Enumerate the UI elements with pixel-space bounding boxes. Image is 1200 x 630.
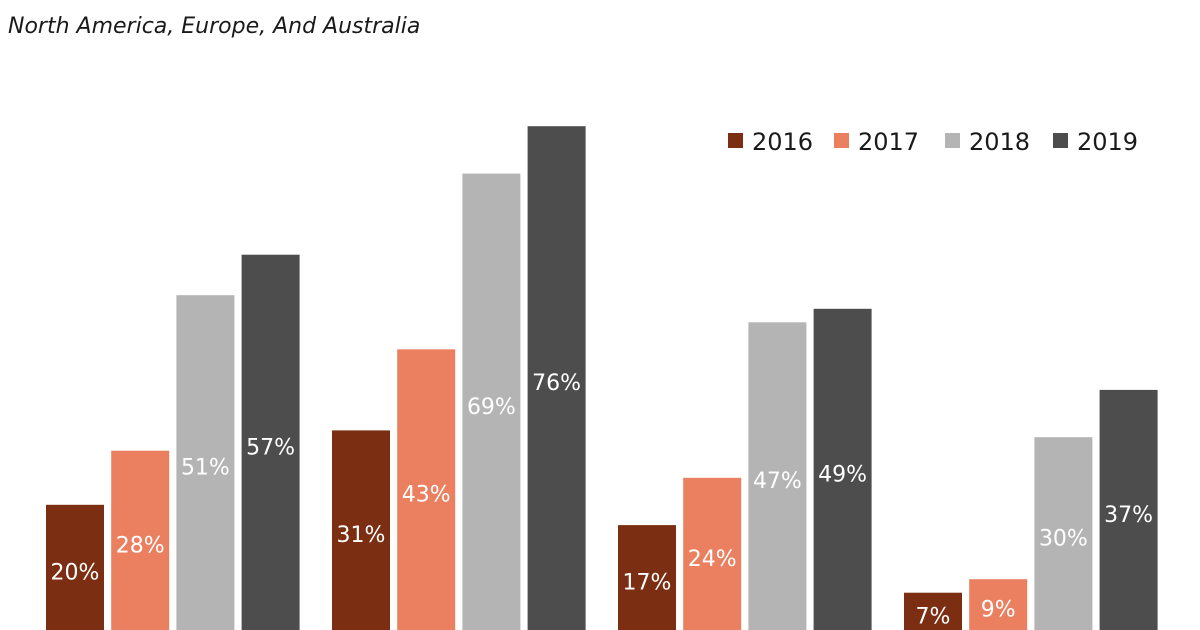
bar-2017-group-3 [683, 477, 742, 630]
legend-swatch-2017 [834, 133, 849, 148]
data-label-2017-group-1: 28% [116, 533, 165, 558]
bar-2019-group-2 [527, 126, 586, 630]
legend-label-2019: 2019 [1077, 128, 1138, 156]
bar-2018-group-4 [1034, 437, 1093, 630]
bar-2019-group-3 [813, 308, 872, 630]
data-label-2016-group-3: 17% [623, 571, 672, 596]
data-label-2018-group-3: 47% [753, 469, 802, 494]
data-label-2018-group-1: 51% [181, 456, 230, 481]
bar-2018-group-2 [462, 173, 521, 630]
legend-swatch-2019 [1053, 133, 1068, 148]
legend-label-2016: 2016 [752, 128, 813, 156]
bar-2016-group-2 [332, 430, 390, 630]
legend-label-2017: 2017 [858, 128, 919, 156]
bar-2016-group-3 [618, 525, 676, 630]
bar-2017-group-4 [969, 579, 1028, 630]
legend-item-2019: 2019 [1053, 128, 1138, 156]
bar-2016-group-1 [46, 504, 104, 630]
data-label-2017-group-3: 24% [688, 547, 737, 572]
data-label-2019-group-2: 76% [532, 371, 581, 396]
data-labels-layer: 20% 31% 17% 7% 28% 43% 24% 9% 51% 69% 47% 30% 57% 76%… [51, 371, 1154, 629]
data-label-2016-group-1: 20% [51, 560, 100, 585]
legend-item-2016: 2016 [728, 128, 813, 156]
data-label-2019-group-1: 57% [246, 435, 295, 460]
data-label-2017-group-4: 9% [981, 598, 1016, 623]
data-label-2016-group-2: 31% [337, 523, 386, 548]
data-label-2019-group-3: 49% [818, 462, 867, 487]
data-label-2018-group-2: 69% [467, 395, 516, 420]
bar-2017-group-1 [111, 450, 170, 630]
bar-2019-group-4 [1099, 389, 1158, 630]
bar-2018-group-3 [748, 322, 807, 630]
legend-label-2018: 2018 [969, 128, 1030, 156]
legend: 2016 2017 2018 2019 [728, 128, 1138, 156]
legend-item-2017: 2017 [834, 128, 919, 156]
data-label-2018-group-4: 30% [1039, 527, 1088, 552]
data-label-2019-group-4: 37% [1104, 503, 1153, 528]
data-label-2017-group-2: 43% [402, 483, 451, 508]
chart-subtitle: North America, Europe, And Australia [8, 14, 421, 39]
bar-2018-group-1 [176, 295, 235, 630]
legend-swatch-2016 [728, 133, 743, 148]
bar-2019-group-1 [241, 254, 300, 630]
data-label-2016-group-4: 7% [916, 604, 951, 629]
legend-swatch-2018 [945, 133, 960, 148]
bar-2016-group-4 [904, 592, 962, 630]
bar-2017-group-2 [397, 349, 456, 630]
legend-item-2018: 2018 [945, 128, 1030, 156]
bars-layer [46, 126, 1158, 630]
